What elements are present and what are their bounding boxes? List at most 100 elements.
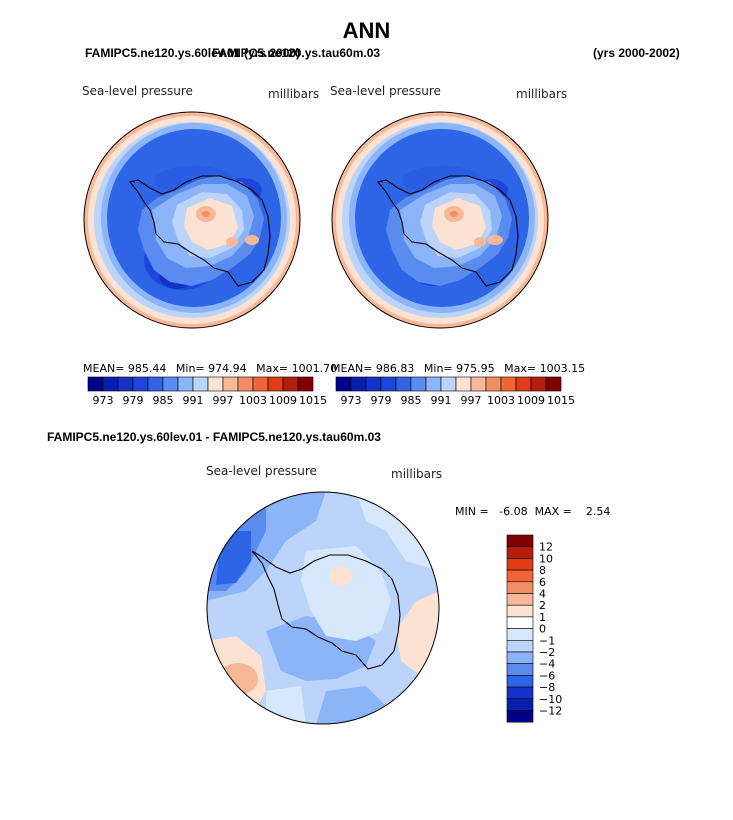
diff-colorbar-box-14: [506, 698, 534, 711]
left-field-label: Sea-level pressure: [82, 84, 193, 98]
right-colorbar-box-6: [425, 376, 442, 392]
left-min-value: 974.94: [208, 362, 247, 375]
left-colorbar-box-14: [297, 376, 314, 392]
right-colorbar-box-10: [485, 376, 502, 392]
right-colorbar-tick-0: 973: [341, 394, 362, 407]
diff-colorbar-tick-8: −1: [539, 634, 555, 647]
right-colorbar-tick-5: 1003: [487, 394, 515, 407]
diff-colorbar-box-8: [506, 628, 534, 641]
right-colorbar-tick-6: 1009: [517, 394, 545, 407]
diff-colorbar-box-13: [506, 686, 534, 700]
left-colorbar-tick-3: 991: [183, 394, 204, 407]
right-mean-label: MEAN=: [331, 362, 373, 375]
right-colorbar-tick-4: 997: [461, 394, 482, 407]
right-colorbar-tick-7: 1015: [547, 394, 575, 407]
diff-colorbar-tick-9: −2: [539, 646, 555, 659]
right-min-label: Min=: [423, 362, 453, 375]
right-colorbar-box-14: [545, 376, 562, 392]
right-colorbar: 973 979 985 991 997 1003 1009 1015: [335, 376, 575, 407]
right-colorbar-box-4: [395, 376, 412, 392]
left-colorbar-box-7: [192, 376, 209, 392]
diff-colorbar-box-4: [506, 581, 534, 594]
left-colorbar-box-12: [267, 376, 284, 392]
right-colorbar-tick-2: 985: [401, 394, 422, 407]
left-case-years: (yrs 2000): [244, 46, 301, 60]
left-colorbar-box-13: [282, 376, 299, 392]
diff-colorbar-tick-14: −12: [539, 705, 562, 718]
diff-colorbar-box-10: [506, 651, 534, 664]
left-colorbar-box-1: [102, 376, 119, 392]
diff-colorbar-box-1: [506, 546, 534, 559]
right-colorbar-tick-1: 979: [371, 394, 392, 407]
diff-title: FAMIPC5.ne120.ys.60lev.01 - FAMIPC5.ne12…: [47, 430, 381, 444]
diff-colorbar-tick-11: −6: [539, 669, 555, 682]
left-colorbar-box-8: [207, 376, 224, 392]
left-max-value: 1001.70: [291, 362, 338, 375]
right-colorbar-box-0: [335, 376, 352, 392]
left-case-name: FAMIPC5.ne120.ys.60lev.01: [85, 46, 241, 60]
left-colorbar-tick-4: 997: [213, 394, 234, 407]
diff-colorbar-tick-5: 2: [539, 599, 546, 612]
diff-colorbar-tick-0: 12: [539, 541, 553, 554]
left-mean-label: MEAN=: [83, 362, 125, 375]
left-colorbar-box-10: [237, 376, 254, 392]
diff-colorbar-box-5: [506, 593, 534, 606]
left-slp-map: [83, 111, 301, 329]
left-colorbar-tick-0: 973: [93, 394, 114, 407]
diff-colorbar-tick-12: −8: [539, 681, 555, 694]
left-mean-value: 985.44: [127, 362, 167, 375]
left-colorbar-box-5: [162, 376, 179, 392]
left-colorbar-box-2: [117, 376, 134, 392]
right-colorbar-tick-3: 991: [431, 394, 452, 407]
diff-colorbar-box-9: [506, 640, 534, 653]
right-field-label: Sea-level pressure: [330, 84, 441, 98]
right-stats: MEAN= 986.83 Min= 975.95 Max= 1003.15: [331, 362, 585, 375]
right-max-value: 1003.15: [539, 362, 586, 375]
left-colorbar-box-0: [87, 376, 104, 392]
left-colorbar-tick-1: 979: [123, 394, 144, 407]
right-colorbar-box-5: [410, 376, 427, 392]
right-mean-value: 986.83: [375, 362, 415, 375]
diff-colorbar-box-3: [506, 569, 534, 583]
diff-colorbar-box-0: [506, 534, 534, 547]
right-colorbar-box-8: [455, 376, 472, 392]
left-colorbar-box-9: [222, 376, 239, 392]
left-min-label: Min=: [175, 362, 205, 375]
page-title: ANN: [342, 18, 391, 43]
right-units-label: millibars: [516, 87, 568, 101]
diff-colorbar-tick-1: 10: [539, 552, 553, 565]
diff-colorbar-tick-6: 1: [539, 611, 546, 624]
left-units-label: millibars: [268, 87, 320, 101]
right-colorbar-box-11: [500, 376, 517, 392]
diff-field-label: Sea-level pressure: [206, 464, 317, 478]
right-colorbar-box-12: [515, 376, 532, 392]
diff-colorbar-box-7: [506, 616, 534, 629]
left-colorbar-box-3: [132, 376, 149, 392]
diff-colorbar-box-15: [506, 710, 534, 723]
right-colorbar-box-2: [365, 376, 382, 392]
right-colorbar-box-7: [440, 376, 457, 392]
right-colorbar-box-9: [470, 376, 487, 392]
left-colorbar-tick-7: 1015: [299, 394, 327, 407]
diff-colorbar-tick-4: 4: [539, 588, 546, 601]
right-colorbar-box-1: [350, 376, 367, 392]
diff-colorbar-tick-7: 0: [539, 623, 546, 636]
left-colorbar-box-4: [147, 376, 164, 392]
diff-slp-map: [206, 491, 440, 725]
right-slp-map: [331, 111, 549, 329]
diff-colorbar-tick-3: 6: [539, 576, 546, 589]
left-colorbar-tick-5: 1003: [239, 394, 267, 407]
left-colorbar-tick-6: 1009: [269, 394, 297, 407]
diff-colorbar-tick-2: 8: [539, 564, 546, 577]
diff-colorbar-box-6: [506, 604, 534, 618]
right-min-value: 975.95: [456, 362, 495, 375]
diff-colorbar-tick-13: −10: [539, 693, 562, 706]
right-case-name: FAMIPC5.ne120.ys.tau60m.03: [212, 46, 381, 60]
left-stats: MEAN= 985.44 Min= 974.94 Max= 1001.70: [83, 362, 337, 375]
diff-colorbar-box-2: [506, 558, 534, 571]
right-colorbar-box-13: [530, 376, 547, 392]
left-colorbar-box-6: [177, 376, 194, 392]
diff-colorbar-tick-10: −4: [539, 658, 555, 671]
diff-colorbar-box-12: [506, 675, 534, 688]
left-colorbar: 973 979 985 991 997 1003 1009 1015: [87, 376, 327, 407]
